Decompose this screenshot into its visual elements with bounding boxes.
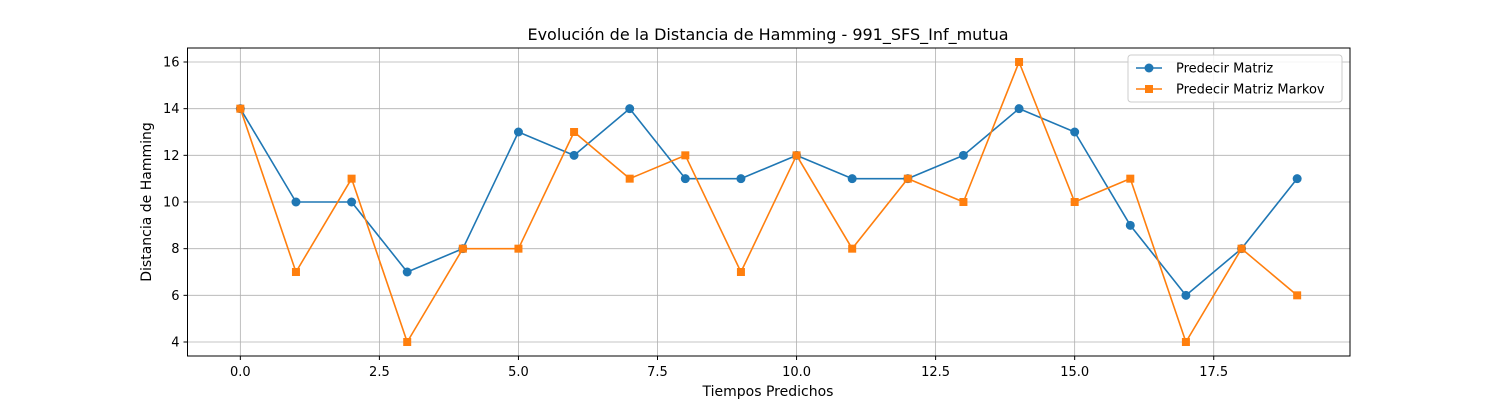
data-point [792, 151, 801, 160]
y-tick-label: 8 [171, 242, 179, 257]
y-axis-label: Distancia de Hamming [139, 122, 155, 282]
x-tick-label: 7.5 [647, 365, 668, 380]
x-tick-label: 2.5 [369, 365, 390, 380]
data-point [458, 244, 467, 253]
y-tick-label: 14 [163, 102, 180, 117]
legend-item: Predecir Matriz Markov [1136, 83, 1325, 98]
legend-marker [1145, 85, 1153, 93]
data-point [736, 268, 745, 276]
data-point [736, 174, 746, 184]
data-point [1237, 244, 1246, 253]
data-point [1125, 220, 1135, 230]
data-point [958, 150, 968, 160]
data-point [1293, 291, 1302, 300]
y-tick-label: 16 [163, 56, 180, 71]
data-point [402, 267, 412, 277]
data-point [847, 174, 857, 184]
data-point [1292, 174, 1302, 184]
data-point [1070, 127, 1080, 137]
y-tick-label: 6 [171, 289, 179, 304]
series-1 [236, 58, 1302, 346]
data-point [347, 174, 356, 183]
data-point [1126, 174, 1135, 183]
legend-item: Predecir Matriz [1136, 62, 1273, 77]
data-point [1015, 58, 1024, 66]
data-point [291, 268, 300, 276]
data-point [1070, 198, 1079, 206]
data-point [291, 197, 301, 207]
data-point [236, 104, 245, 113]
series-line [239, 61, 1298, 343]
data-point [625, 104, 635, 114]
data-point [569, 150, 579, 160]
x-axis: 0.0 2.5 5.0 7.5 10.0 12.5 15.0 17.5 [230, 356, 1228, 380]
data-point [1014, 104, 1024, 114]
x-tick-label: 10.0 [782, 365, 811, 380]
data-point [570, 128, 579, 136]
y-tick-label: 10 [163, 196, 180, 211]
legend-label: Predecir Matriz Markov [1176, 83, 1325, 98]
x-tick-label: 0.0 [230, 365, 251, 380]
data-point [403, 338, 412, 346]
data-point [903, 174, 912, 183]
data-point [848, 244, 857, 253]
y-axis: 4 6 8 10 12 14 16 [163, 56, 188, 351]
x-tick-label: 5.0 [508, 365, 529, 380]
x-tick-label: 17.5 [1199, 365, 1228, 380]
data-point [1181, 290, 1191, 300]
series-line [239, 107, 1298, 297]
legend-marker [1144, 63, 1154, 73]
legend-box [1127, 54, 1343, 103]
series-layer [235, 58, 1302, 346]
data-point [959, 198, 968, 206]
data-point [347, 197, 357, 207]
legend: Predecir Matriz Predecir Matriz Markov [1127, 54, 1343, 103]
data-point [514, 244, 523, 253]
data-point [1181, 338, 1190, 346]
chart-title: Evolución de la Distancia de Hamming - 9… [527, 25, 1008, 45]
y-tick-label: 12 [163, 149, 180, 164]
x-tick-label: 12.5 [921, 365, 950, 380]
data-point [681, 151, 690, 160]
y-tick-label: 4 [171, 336, 179, 351]
data-point [680, 174, 690, 184]
data-point [513, 127, 523, 137]
data-point [625, 174, 634, 183]
legend-label: Predecir Matriz [1176, 62, 1273, 77]
x-axis-label: Tiempos Predichos [702, 384, 834, 400]
x-tick-label: 15.0 [1060, 365, 1089, 380]
